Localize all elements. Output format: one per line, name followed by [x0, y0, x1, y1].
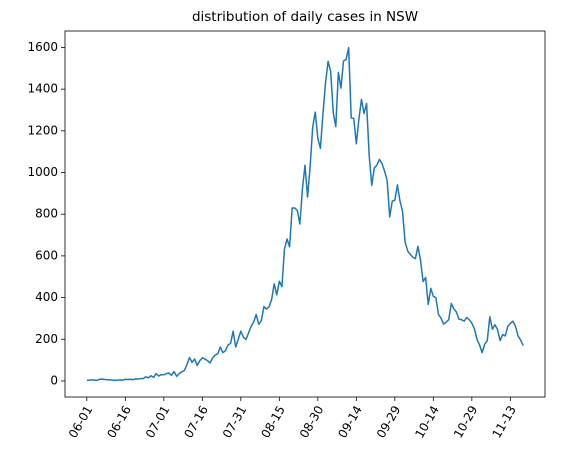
y-tick-label: 0 [50, 373, 58, 387]
chart-title: distribution of daily cases in NSW [192, 9, 418, 25]
y-tick-label: 600 [35, 248, 58, 262]
y-tick-label: 800 [35, 207, 58, 221]
x-tick-label: 07-31 [220, 403, 250, 440]
y-tick-label: 1000 [27, 165, 58, 179]
y-tick-label: 200 [35, 332, 58, 346]
x-tick-label: 10-29 [451, 403, 481, 440]
y-tick-label: 1200 [27, 123, 58, 137]
y-tick-label: 400 [35, 290, 58, 304]
x-tick-label: 09-29 [374, 403, 404, 440]
x-tick-label: 09-14 [335, 403, 365, 440]
data-line [86, 46, 524, 382]
y-tick-label: 1600 [27, 40, 58, 54]
x-tick-label: 07-01 [143, 403, 173, 440]
x-tick-label: 06-01 [66, 403, 96, 440]
x-tick-label: 07-16 [181, 403, 211, 440]
plot-frame [64, 30, 546, 398]
x-tick-label: 06-16 [104, 403, 134, 440]
x-tick-label: 08-15 [258, 403, 288, 440]
y-tick-label: 1400 [27, 82, 58, 96]
x-tick-label: 10-14 [412, 403, 442, 440]
x-tick-label: 08-30 [297, 403, 327, 440]
x-tick-label: 11-13 [489, 403, 519, 440]
